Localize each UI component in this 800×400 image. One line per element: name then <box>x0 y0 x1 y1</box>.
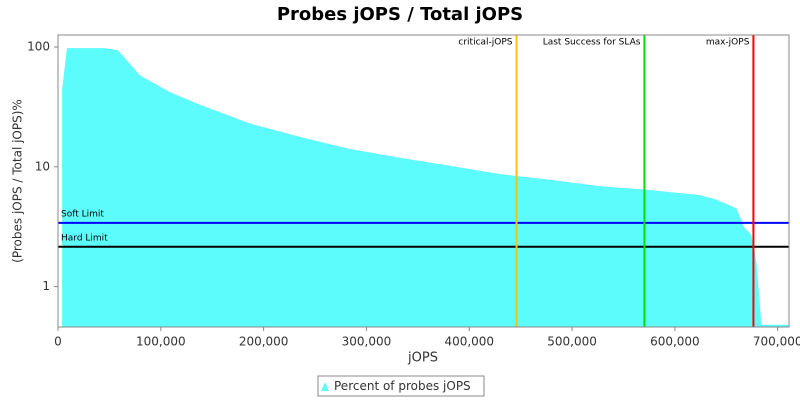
area <box>62 48 789 328</box>
x-tick-label: 0 <box>54 335 62 349</box>
x-tick-label: 700,000 <box>753 335 800 349</box>
plot-border <box>57 34 790 328</box>
x-tick-label: 500,000 <box>547 335 597 349</box>
marker-label: Last Success for SLAs <box>543 38 641 48</box>
x-tick-label: 200,000 <box>239 335 289 349</box>
x-tick-label: 400,000 <box>444 335 494 349</box>
legend-swatch <box>321 382 329 391</box>
y-tick-label: 1 <box>42 279 50 293</box>
x-tick-label: 600,000 <box>650 335 700 349</box>
chart-title: Probes jOPS / Total jOPS <box>277 4 523 25</box>
x-tick-label: 100,000 <box>136 335 186 349</box>
legend <box>317 375 485 397</box>
y-axis-label: (Probes jOPS / Total jOPS)% <box>11 99 25 263</box>
marker-label: critical-jOPS <box>458 38 512 48</box>
y-tick-label: 10 <box>35 159 50 173</box>
y-tick-label: 100 <box>27 40 50 54</box>
x-axis-label: jOPS <box>407 351 438 366</box>
marker-label: max-jOPS <box>706 38 750 48</box>
limit-label: Hard Limit <box>61 233 108 243</box>
x-tick-label: 300,000 <box>342 335 392 349</box>
legend-label: Percent of probes jOPS <box>334 379 471 393</box>
limit-label: Soft Limit <box>61 209 104 219</box>
